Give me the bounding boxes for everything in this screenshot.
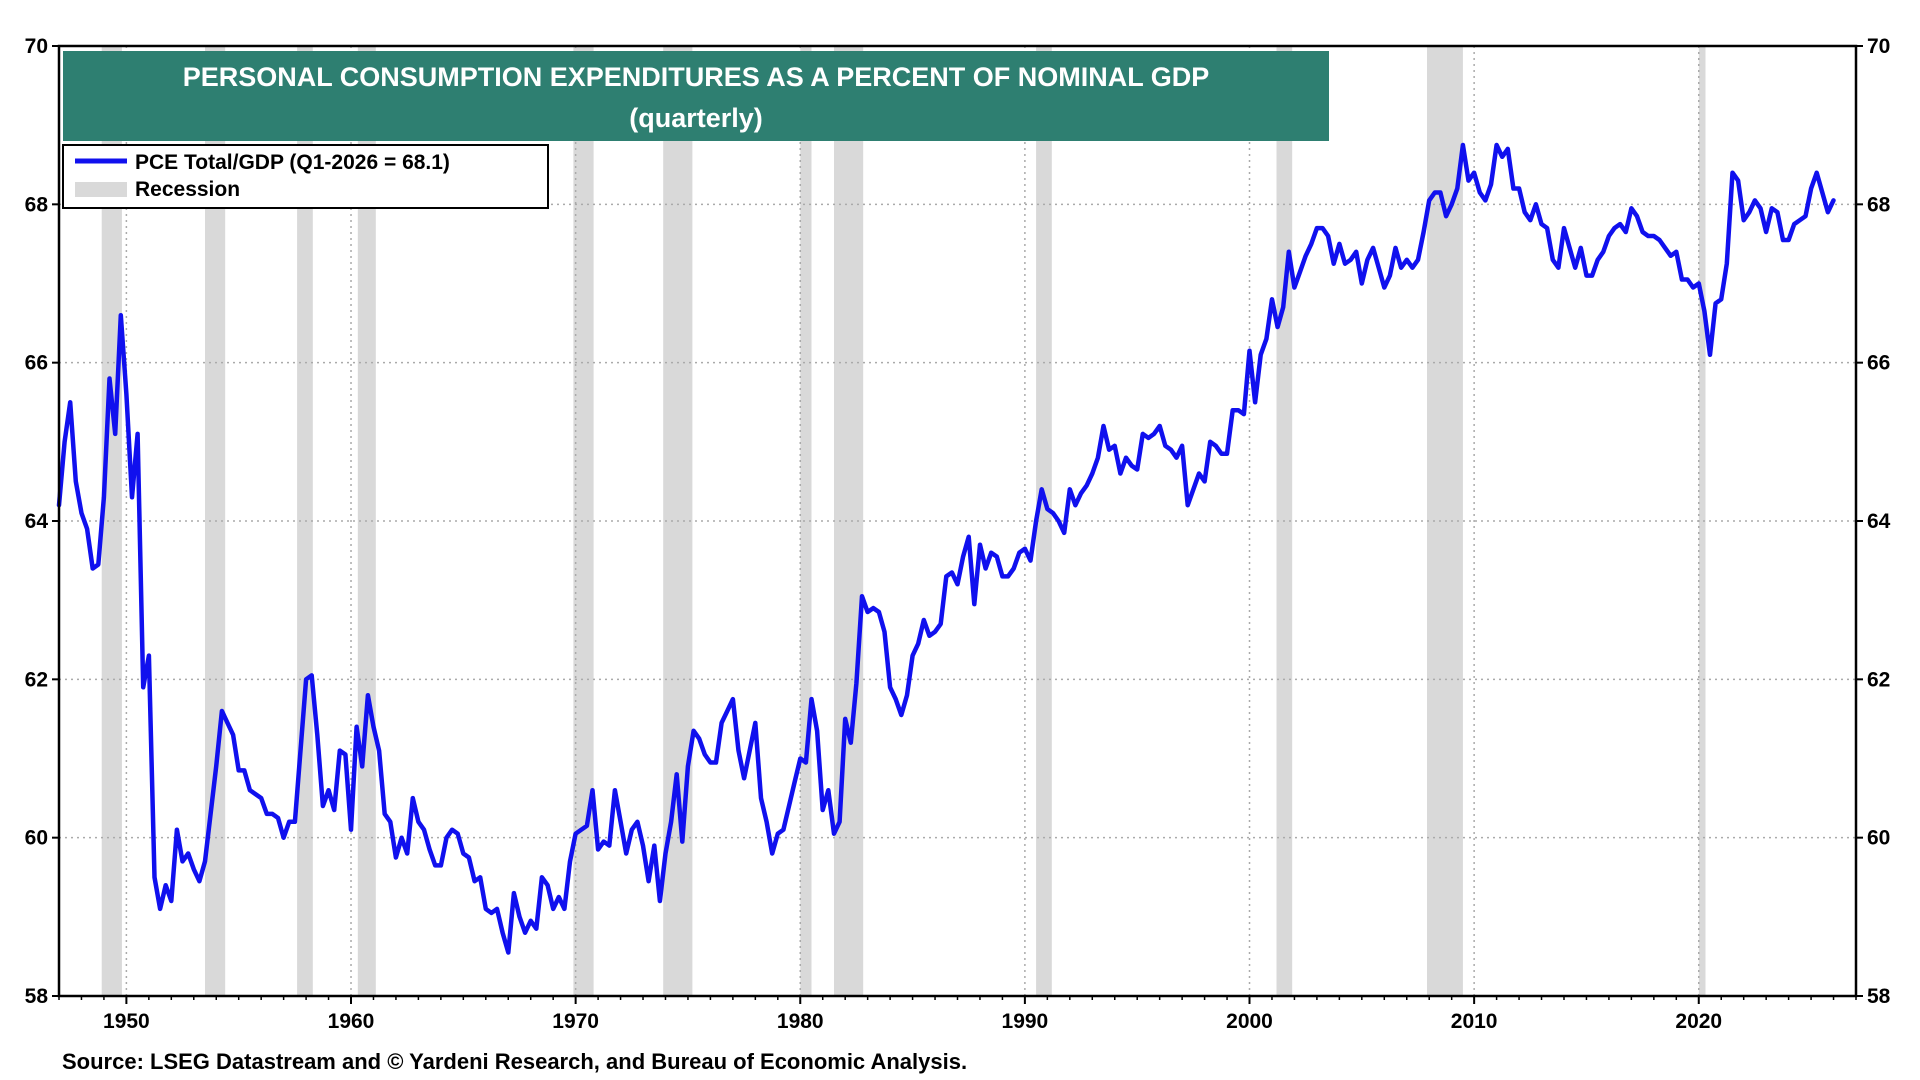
recession-band	[800, 46, 812, 996]
y-tick-label-left: 64	[25, 510, 49, 533]
series-line-pce-total-gdp	[56, 142, 1836, 955]
y-tick-label-left: 62	[25, 668, 48, 691]
recession-band	[1698, 46, 1706, 996]
x-tick-label: 1970	[552, 1010, 599, 1033]
legend: PCE Total/GDP (Q1-2026 = 68.1) Recession	[62, 144, 549, 209]
y-tick-label-right: 62	[1867, 668, 1890, 691]
chart-subtitle: (quarterly)	[629, 103, 763, 133]
chart-title-banner: PERSONAL CONSUMPTION EXPENDITURES AS A P…	[63, 51, 1329, 141]
x-tick-label: 2010	[1451, 1010, 1498, 1033]
y-tick-label-right: 58	[1867, 985, 1891, 1008]
recession-band	[573, 46, 594, 996]
source-note: Source: LSEG Datastream and © Yardeni Re…	[62, 1049, 967, 1074]
x-tick-label: 1960	[328, 1010, 375, 1033]
legend-recession-swatch	[75, 182, 127, 197]
y-tick-label-left: 60	[25, 827, 48, 850]
gridlines	[59, 46, 1856, 996]
y-tick-label-left: 70	[25, 35, 48, 58]
x-tick-label: 1980	[777, 1010, 824, 1033]
x-tick-label: 2000	[1226, 1010, 1273, 1033]
x-tick-label: 2020	[1675, 1010, 1722, 1033]
recession-band	[101, 46, 122, 996]
y-tick-label-left: 68	[25, 193, 49, 216]
y-tick-label-right: 64	[1867, 510, 1891, 533]
x-tick-label: 1990	[1002, 1010, 1049, 1033]
y-tick-label-right: 66	[1867, 352, 1890, 375]
legend-recession-label: Recession	[135, 178, 240, 201]
y-tick-label-left: 66	[25, 352, 48, 375]
x-tick-label: 1950	[103, 1010, 150, 1033]
y-tick-label-left: 58	[25, 985, 49, 1008]
y-tick-label-right: 68	[1867, 193, 1891, 216]
title-banner-background	[63, 51, 1329, 141]
legend-box	[62, 144, 549, 209]
y-tick-label-right: 70	[1867, 35, 1890, 58]
legend-series-label: PCE Total/GDP (Q1-2026 = 68.1)	[135, 151, 450, 174]
y-tick-label-right: 60	[1867, 827, 1890, 850]
chart-title: PERSONAL CONSUMPTION EXPENDITURES AS A P…	[183, 62, 1210, 92]
axis-ticks: 58 58 60 60 62 62 64 64 66 66 68 68 70 70 1950 1960 1970…	[25, 35, 1891, 1033]
series-line-layer	[56, 142, 1836, 955]
